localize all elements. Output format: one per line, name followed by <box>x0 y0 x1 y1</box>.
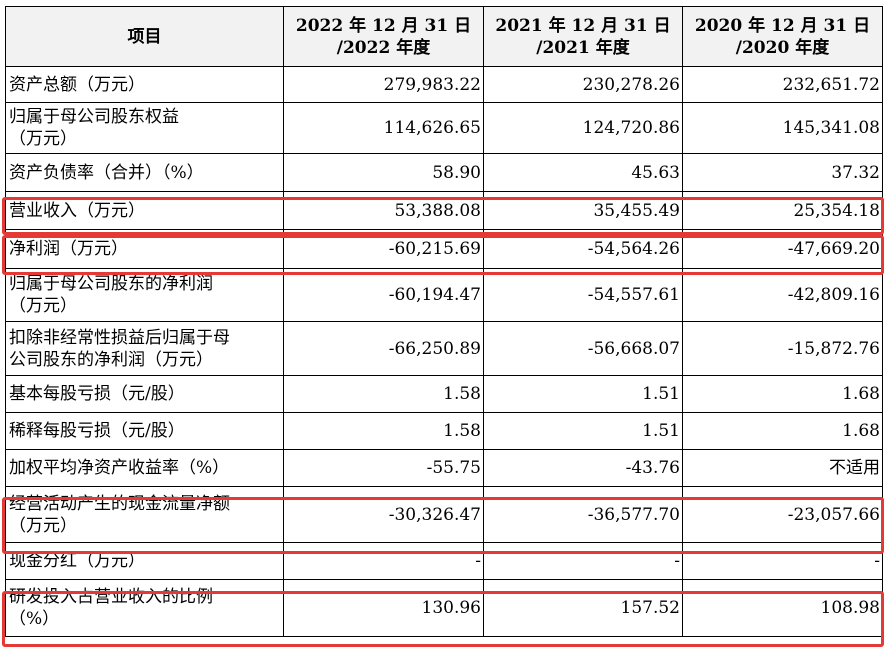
value-2020: 108.98 <box>682 579 883 637</box>
value-2020: 232,651.72 <box>682 66 883 103</box>
table-row: 扣除非经常性损益后归属于母 公司股东的净利润（万元） -66,250.89 -56,6… <box>5 321 883 376</box>
table-row: 加权平均净资产收益率（%） -55.75 -43.76 不适用 <box>5 449 883 487</box>
value-2021: -36,577.70 <box>483 486 683 543</box>
row-label: 资产总额（万元） <box>5 66 284 103</box>
value-2020: -47,669.20 <box>682 229 883 269</box>
value-2022: 114,626.65 <box>283 102 484 154</box>
table-row: 资产负债率（合并）（%） 58.90 45.63 37.32 <box>5 153 883 192</box>
value-2022: 1.58 <box>283 412 484 450</box>
table-row: 营业收入（万元） 53,388.08 35,455.49 25,354.18 <box>5 191 883 230</box>
row-label: 归属于母公司股东权益 （万元） <box>5 102 284 154</box>
row-label: 稀释每股亏损（元/股） <box>5 412 284 450</box>
value-2020: 1.68 <box>682 375 883 413</box>
table-row: 基本每股亏损（元/股） 1.58 1.51 1.68 <box>5 375 883 413</box>
table-row: 归属于母公司股东的净利润 （万元） -60,194.47 -54,557.61 -42,… <box>5 268 883 322</box>
value-2022: 130.96 <box>283 579 484 637</box>
value-2020: 1.68 <box>682 412 883 450</box>
value-2021: 35,455.49 <box>483 191 683 230</box>
row-label: 扣除非经常性损益后归属于母 公司股东的净利润（万元） <box>5 321 284 376</box>
value-2022: 58.90 <box>283 153 484 192</box>
value-2021: -56,668.07 <box>483 321 683 376</box>
row-label: 资产负债率（合并）（%） <box>5 153 284 192</box>
value-2022: -60,215.69 <box>283 229 484 269</box>
header-item: 项目 <box>5 6 284 67</box>
financial-summary-table: 项目 2022 年 12 月 31 日/2022 年度 2021 年 12 月 … <box>5 6 883 637</box>
value-2021: -54,557.61 <box>483 268 683 322</box>
table-row: 归属于母公司股东权益 （万元） 114,626.65 124,720.86 145,34… <box>5 102 883 154</box>
header-2020: 2020 年 12 月 31 日/2020 年度 <box>682 6 883 67</box>
value-2021: -43.76 <box>483 449 683 487</box>
value-2021: 157.52 <box>483 579 683 637</box>
value-2020: 25,354.18 <box>682 191 883 230</box>
table-row: 稀释每股亏损（元/股） 1.58 1.51 1.68 <box>5 412 883 450</box>
header-2022: 2022 年 12 月 31 日/2022 年度 <box>283 6 484 67</box>
value-2022: 279,983.22 <box>283 66 484 103</box>
row-label: 营业收入（万元） <box>5 191 284 230</box>
value-2022: -66,250.89 <box>283 321 484 376</box>
value-2020: 145,341.08 <box>682 102 883 154</box>
header-row: 项目 2022 年 12 月 31 日/2022 年度 2021 年 12 月 … <box>5 6 883 67</box>
value-2021: 124,720.86 <box>483 102 683 154</box>
value-2021: 45.63 <box>483 153 683 192</box>
value-2020: - <box>682 542 883 580</box>
row-label: 净利润（万元） <box>5 229 284 269</box>
row-label: 现金分红（万元） <box>5 542 284 580</box>
value-2022: - <box>283 542 484 580</box>
header-2021: 2021 年 12 月 31 日/2021 年度 <box>483 6 683 67</box>
table-row: 现金分红（万元） - - - <box>5 542 883 580</box>
value-2021: 230,278.26 <box>483 66 683 103</box>
value-2020: 37.32 <box>682 153 883 192</box>
value-2021: 1.51 <box>483 375 683 413</box>
row-label: 研发投入占营业收入的比例 （%） <box>5 579 284 637</box>
value-2022: -60,194.47 <box>283 268 484 322</box>
value-2020: 不适用 <box>682 449 883 487</box>
table-row: 资产总额（万元） 279,983.22 230,278.26 232,651.72 <box>5 66 883 103</box>
row-label: 经营活动产生的现金流量净额 （万元） <box>5 486 284 543</box>
value-2020: -42,809.16 <box>682 268 883 322</box>
value-2022: -55.75 <box>283 449 484 487</box>
table-row: 经营活动产生的现金流量净额 （万元） -30,326.47 -36,577.70 -23… <box>5 486 883 543</box>
value-2022: 53,388.08 <box>283 191 484 230</box>
row-label: 归属于母公司股东的净利润 （万元） <box>5 268 284 322</box>
row-label: 加权平均净资产收益率（%） <box>5 449 284 487</box>
table-row: 研发投入占营业收入的比例 （%） 130.96 157.52 108.98 <box>5 579 883 637</box>
table-row: 净利润（万元） -60,215.69 -54,564.26 -47,669.20 <box>5 229 883 269</box>
value-2021: 1.51 <box>483 412 683 450</box>
value-2022: 1.58 <box>283 375 484 413</box>
value-2021: - <box>483 542 683 580</box>
row-label: 基本每股亏损（元/股） <box>5 375 284 413</box>
value-2021: -54,564.26 <box>483 229 683 269</box>
value-2020: -15,872.76 <box>682 321 883 376</box>
value-2022: -30,326.47 <box>283 486 484 543</box>
value-2020: -23,057.66 <box>682 486 883 543</box>
